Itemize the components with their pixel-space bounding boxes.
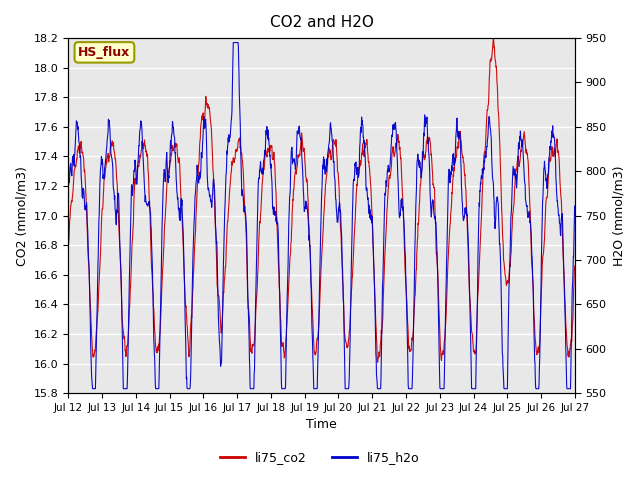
Title: CO2 and H2O: CO2 and H2O — [269, 15, 374, 30]
Y-axis label: H2O (mmol/m3): H2O (mmol/m3) — [612, 166, 625, 266]
X-axis label: Time: Time — [306, 419, 337, 432]
Y-axis label: CO2 (mmol/m3): CO2 (mmol/m3) — [15, 166, 28, 265]
Text: HS_flux: HS_flux — [78, 46, 131, 59]
Legend: li75_co2, li75_h2o: li75_co2, li75_h2o — [215, 446, 425, 469]
